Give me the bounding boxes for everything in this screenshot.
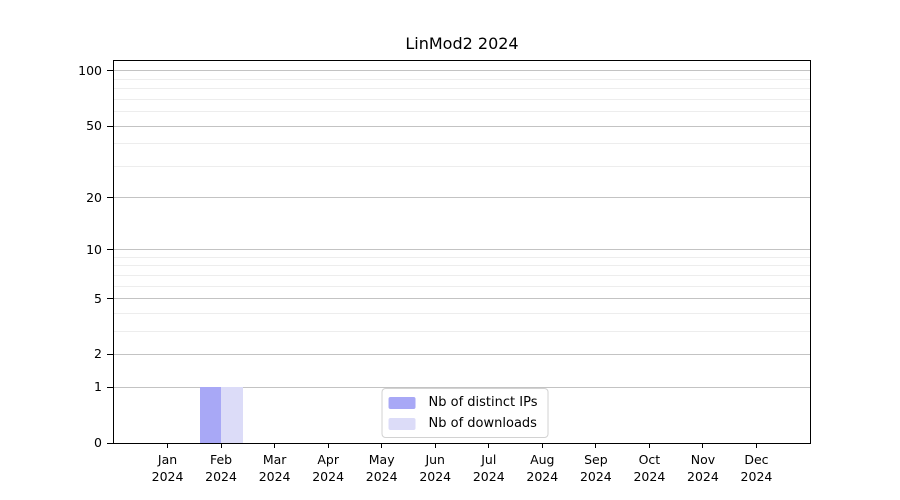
chart-title: LinMod2 2024 [405, 34, 519, 53]
minor-gridline [114, 78, 810, 80]
legend-swatch-downloads [388, 417, 416, 430]
minor-gridline [114, 143, 810, 145]
x-axis-tick [381, 443, 383, 448]
major-gridline [114, 386, 810, 388]
x-tick-label: Sep 2024 [579, 452, 612, 484]
y-axis-tick [107, 249, 113, 251]
minor-gridline [114, 98, 810, 100]
y-tick-label: 0 [94, 435, 102, 450]
minor-gridline [114, 330, 810, 332]
legend-swatch-distinct-ips [388, 396, 416, 409]
major-gridline [114, 125, 810, 127]
x-tick-label: Apr 2024 [312, 452, 345, 484]
x-tick-label: Jun 2024 [419, 452, 452, 484]
y-tick-label: 5 [94, 290, 102, 306]
minor-gridline [114, 274, 810, 276]
x-tick-label: Feb 2024 [205, 452, 237, 484]
y-axis-tick [107, 197, 113, 199]
x-axis-tick [434, 443, 436, 448]
major-gridline [114, 298, 810, 300]
legend-label-distinct-ips: Nb of distinct IPs [428, 395, 538, 410]
minor-gridline [114, 88, 810, 90]
legend-item-distinct-ips: Nb of distinct IPs [388, 394, 538, 411]
x-tick-label: Dec 2024 [740, 452, 773, 484]
x-axis-tick [220, 443, 222, 448]
x-axis-tick [274, 443, 276, 448]
y-axis-tick [107, 353, 113, 355]
y-axis-tick [107, 442, 113, 444]
bar-distinct-ips-feb [199, 387, 222, 443]
major-gridline [114, 353, 810, 355]
x-axis-tick [167, 443, 169, 448]
x-tick-label: Jul 2024 [472, 452, 505, 484]
minor-gridline [114, 265, 810, 267]
major-gridline [114, 249, 810, 251]
y-tick-label: 2 [94, 346, 102, 362]
y-axis-tick [107, 125, 113, 127]
x-tick-label: May 2024 [365, 452, 398, 484]
y-tick-label: 1 [94, 379, 102, 395]
legend: Nb of distinct IPs Nb of downloads [381, 388, 549, 438]
minor-gridline [114, 256, 810, 258]
x-axis-tick [702, 443, 704, 448]
x-axis-tick [755, 443, 757, 448]
legend-item-downloads: Nb of downloads [388, 415, 538, 432]
y-tick-label: 10 [86, 241, 102, 257]
x-axis-tick [541, 443, 543, 448]
minor-gridline [114, 165, 810, 167]
y-axis-tick [107, 70, 113, 72]
minor-gridline [114, 111, 810, 113]
y-tick-label: 50 [86, 118, 102, 134]
x-axis-tick [595, 443, 597, 448]
y-tick-label: 20 [86, 189, 102, 205]
y-axis-tick [107, 386, 113, 388]
minor-gridline [114, 312, 810, 314]
major-gridline [114, 70, 810, 72]
x-tick-label: Aug 2024 [526, 452, 559, 484]
x-axis-tick [488, 443, 490, 448]
x-axis-tick [327, 443, 329, 448]
bar-downloads-feb [221, 387, 243, 443]
x-tick-label: Nov 2024 [687, 452, 719, 484]
legend-label-downloads: Nb of downloads [428, 416, 537, 431]
x-tick-label: Mar 2024 [258, 452, 291, 484]
plot-area: Nb of distinct IPs Nb of downloads 100 50… [78, 60, 811, 484]
minor-gridline [114, 285, 810, 287]
y-tick-label: 100 [78, 62, 102, 78]
y-axis-tick [107, 298, 113, 300]
x-tick-label: Oct 2024 [633, 452, 666, 484]
x-tick-label: Jan 2024 [151, 452, 184, 484]
x-axis-tick [648, 443, 650, 448]
major-gridline [114, 197, 810, 199]
